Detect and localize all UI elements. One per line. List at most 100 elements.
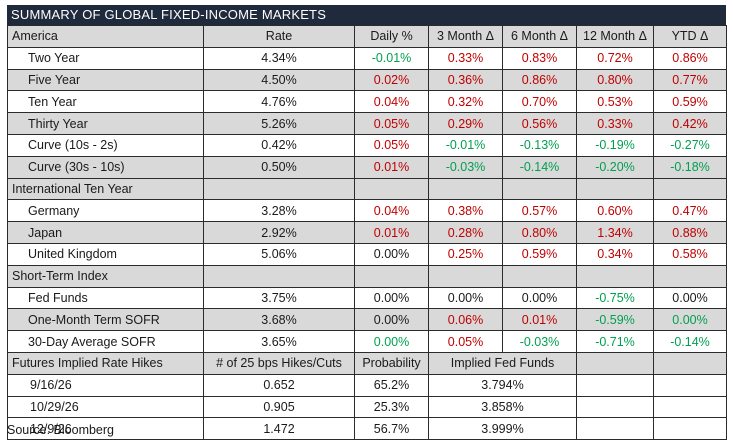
row-label: Germany	[7, 199, 204, 223]
futures-implied: 3.999%	[428, 417, 577, 440]
daily-change-cell: 0.00%	[354, 242, 429, 266]
ytd-change-cell: -0.18%	[653, 155, 727, 179]
m6-change-cell: 0.00%	[502, 286, 577, 310]
m6-change-cell: 0.70%	[502, 90, 577, 114]
futures-blank-cell	[576, 395, 654, 419]
markets-table: America Rate Daily % 3 Month Δ 6 Month Δ…	[7, 25, 727, 440]
m6-change-cell: 0.86%	[502, 68, 577, 92]
ytd-change-cell: 0.88%	[653, 221, 727, 244]
m3-change-cell: 0.33%	[428, 46, 503, 70]
daily-change-cell: 0.00%	[354, 330, 429, 353]
daily-change-cell: 0.00%	[354, 286, 429, 310]
m12-change-cell: 0.53%	[576, 90, 654, 114]
header-6-month: 6 Month Δ	[502, 25, 577, 48]
row-label: Curve (30s - 10s)	[7, 155, 204, 179]
section-blank-cell	[354, 177, 429, 201]
ytd-change-cell: 0.42%	[653, 112, 727, 135]
ytd-change-cell: -0.14%	[653, 330, 727, 353]
futures-hikes: 0.905	[203, 395, 355, 419]
rate-cell: 5.06%	[203, 242, 355, 266]
fixed-income-summary: SUMMARY OF GLOBAL FIXED-INCOME MARKETS A…	[7, 5, 727, 440]
table-row: One-Month Term SOFR 3.68% 0.00% 0.06% 0.01% -…	[7, 308, 727, 332]
section-short-term: Short-Term Index	[7, 264, 727, 288]
rate-cell: 0.42%	[203, 133, 355, 157]
futures-probability: 25.3%	[354, 395, 429, 419]
futures-hikes: 0.652	[203, 373, 355, 397]
rate-cell: 2.92%	[203, 221, 355, 244]
m3-change-cell: 0.32%	[428, 90, 503, 114]
row-label: Japan	[7, 221, 204, 244]
m12-change-cell: 0.34%	[576, 242, 654, 266]
m12-change-cell: -0.59%	[576, 308, 654, 332]
section-blank-cell	[428, 177, 503, 201]
row-label: Five Year	[7, 68, 204, 92]
m12-change-cell: 0.60%	[576, 199, 654, 223]
m3-change-cell: 0.00%	[428, 286, 503, 310]
ytd-change-cell: 0.47%	[653, 199, 727, 223]
rate-cell: 3.28%	[203, 199, 355, 223]
rate-cell: 4.76%	[203, 90, 355, 114]
row-label: One-Month Term SOFR	[7, 308, 204, 332]
header-row: America Rate Daily % 3 Month Δ 6 Month Δ…	[7, 25, 727, 48]
table-row: Two Year 4.34% -0.01% 0.33% 0.83% 0.72% 0.86%	[7, 46, 727, 70]
futures-row: 9/16/26 0.652 65.2% 3.794%	[7, 373, 727, 397]
futures-row: 10/29/26 0.905 25.3% 3.858%	[7, 395, 727, 419]
section-blank-cell	[653, 177, 727, 201]
m6-change-cell: -0.13%	[502, 133, 577, 157]
m3-change-cell: 0.28%	[428, 221, 503, 244]
section-blank-cell	[653, 351, 727, 375]
section-blank-cell	[502, 177, 577, 201]
futures-probability-header: Probability	[354, 351, 429, 375]
table-row: Ten Year 4.76% 0.04% 0.32% 0.70% 0.53% 0.59%	[7, 90, 727, 114]
m12-change-cell: -0.19%	[576, 133, 654, 157]
ytd-change-cell: 0.00%	[653, 286, 727, 310]
futures-hikes: 1.472	[203, 417, 355, 440]
markets-table-body: America Rate Daily % 3 Month Δ 6 Month Δ…	[7, 25, 727, 440]
m12-change-cell: 1.34%	[576, 221, 654, 244]
futures-hikes-header: # of 25 bps Hikes/Cuts	[203, 351, 355, 375]
daily-change-cell: 0.04%	[354, 199, 429, 223]
m6-change-cell: -0.03%	[502, 330, 577, 353]
m3-change-cell: 0.36%	[428, 68, 503, 92]
m6-change-cell: 0.59%	[502, 242, 577, 266]
futures-row: 12/9/26 1.472 56.7% 3.999%	[7, 417, 727, 440]
m6-change-cell: 0.80%	[502, 221, 577, 244]
section-futures: Futures Implied Rate Hikes # of 25 bps Hi…	[7, 351, 727, 375]
ytd-change-cell: -0.27%	[653, 133, 727, 157]
futures-blank-cell	[653, 417, 727, 440]
table-row: Germany 3.28% 0.04% 0.38% 0.57% 0.60% 0.47%	[7, 199, 727, 223]
m6-change-cell: 0.01%	[502, 308, 577, 332]
rate-cell: 0.50%	[203, 155, 355, 179]
futures-probability: 65.2%	[354, 373, 429, 397]
section-blank-cell	[203, 264, 355, 288]
daily-change-cell: 0.00%	[354, 308, 429, 332]
header-rate: Rate	[203, 25, 355, 48]
m6-change-cell: 0.57%	[502, 199, 577, 223]
daily-change-cell: 0.01%	[354, 155, 429, 179]
table-row: United Kingdom 5.06% 0.00% 0.25% 0.59% 0.34% 0…	[7, 242, 727, 266]
m3-change-cell: 0.29%	[428, 112, 503, 135]
m3-change-cell: 0.25%	[428, 242, 503, 266]
table-row: Fed Funds 3.75% 0.00% 0.00% 0.00% -0.75% 0.00%	[7, 286, 727, 310]
futures-date: 12/9/26	[7, 417, 204, 440]
futures-probability: 56.7%	[354, 417, 429, 440]
rate-cell: 4.50%	[203, 68, 355, 92]
daily-change-cell: -0.01%	[354, 46, 429, 70]
rate-cell: 5.26%	[203, 112, 355, 135]
m3-change-cell: -0.01%	[428, 133, 503, 157]
row-label: Fed Funds	[7, 286, 204, 310]
section-blank-cell	[203, 177, 355, 201]
ytd-change-cell: 0.58%	[653, 242, 727, 266]
table-row: Japan 2.92% 0.01% 0.28% 0.80% 1.34% 0.88%	[7, 221, 727, 244]
futures-blank-cell	[653, 373, 727, 397]
m6-change-cell: 0.56%	[502, 112, 577, 135]
section-international: International Ten Year	[7, 177, 727, 201]
m6-change-cell: -0.14%	[502, 155, 577, 179]
futures-blank-cell	[576, 417, 654, 440]
ytd-change-cell: 0.77%	[653, 68, 727, 92]
rate-cell: 3.68%	[203, 308, 355, 332]
rate-cell: 3.75%	[203, 286, 355, 310]
m3-change-cell: 0.06%	[428, 308, 503, 332]
m12-change-cell: -0.75%	[576, 286, 654, 310]
section-blank-cell	[428, 264, 503, 288]
